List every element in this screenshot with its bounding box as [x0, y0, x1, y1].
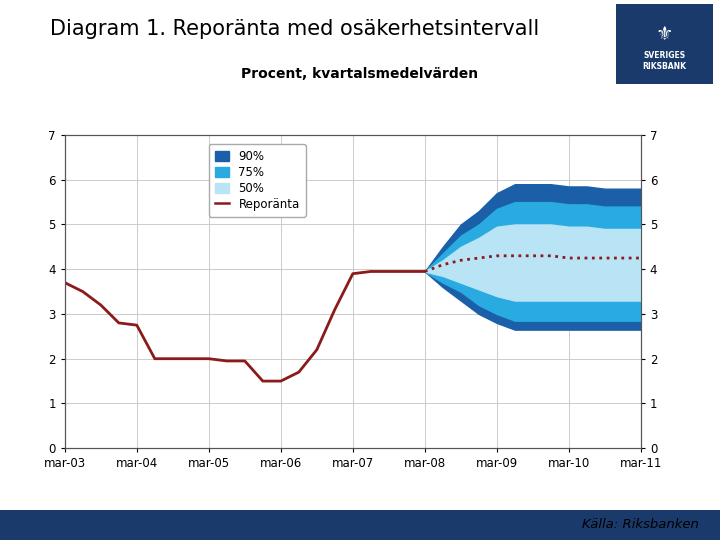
Text: Procent, kvartalsmedelvärden: Procent, kvartalsmedelvärden	[241, 68, 479, 82]
Text: ⚜: ⚜	[655, 25, 673, 44]
Text: Källa: Riksbanken: Källa: Riksbanken	[582, 518, 698, 531]
Text: Diagram 1. Reporänta med osäkerhetsintervall: Diagram 1. Reporänta med osäkerhetsinter…	[50, 19, 540, 39]
Legend: 90%, 75%, 50%, Reporänta: 90%, 75%, 50%, Reporänta	[209, 144, 305, 217]
Text: SVERIGES
RIKSBANK: SVERIGES RIKSBANK	[642, 51, 686, 71]
